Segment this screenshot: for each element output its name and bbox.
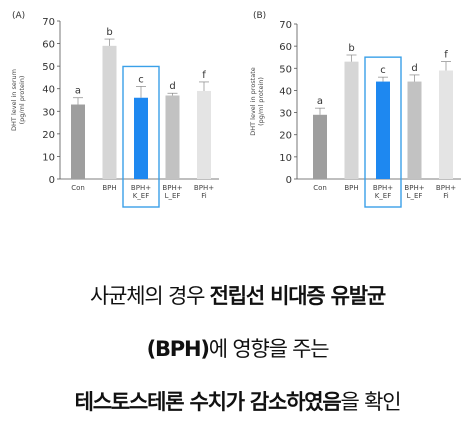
caption-line-2-bold: (BPH) bbox=[146, 337, 210, 361]
x-tick-label: BPH+ bbox=[194, 184, 214, 192]
x-tick-label: Fi bbox=[201, 192, 207, 200]
x-tick-label: Con bbox=[313, 184, 327, 192]
bar bbox=[102, 45, 117, 180]
caption-line-2-normal: 에 영향을 주는 bbox=[208, 337, 330, 361]
y-tick-label: 60 bbox=[279, 42, 292, 53]
x-tick-label: L_EF bbox=[407, 192, 423, 200]
y-tick-label: 30 bbox=[42, 107, 55, 118]
y-tick-label: 70 bbox=[279, 20, 292, 31]
caption-line-1-normal: 사균체의 경우 bbox=[90, 284, 210, 308]
caption-line-1: 사균체의 경우 전립선 비대증 유발균 bbox=[0, 280, 475, 310]
y-tick-label: 10 bbox=[42, 152, 55, 163]
x-tick-label: K_EF bbox=[375, 192, 392, 200]
chart-panel-a: (A) DHT level in serum (pg/ml protein) 0 10 2… bbox=[10, 11, 219, 208]
bar bbox=[376, 81, 390, 179]
significance-letter: b bbox=[106, 27, 112, 38]
significance-letter: a bbox=[75, 86, 81, 97]
bar bbox=[134, 97, 148, 179]
caption-line-1-bold: 전립선 비대증 유발균 bbox=[209, 284, 387, 308]
significance-letter: a bbox=[317, 96, 323, 107]
y-tick-label: 20 bbox=[279, 131, 292, 142]
caption-line-3: 테스토스테론 수치가 감소하였음을 확인 bbox=[0, 386, 475, 416]
significance-letter: c bbox=[138, 74, 144, 85]
y-axis-title-line-2: (pg/ml protein) bbox=[257, 77, 265, 126]
bar bbox=[439, 70, 453, 179]
y-tick-label: 70 bbox=[42, 17, 55, 28]
x-tick-label: K_EF bbox=[133, 192, 150, 200]
x-tick-label: BPH+ bbox=[373, 184, 393, 192]
significance-letter: d bbox=[411, 63, 417, 74]
y-tick-label: 20 bbox=[42, 130, 55, 141]
bar bbox=[165, 95, 180, 179]
y-tick-label: 30 bbox=[279, 109, 292, 120]
chart-panel-b: (B) DHT level in prostate (pg/ml protein) 0… bbox=[249, 11, 461, 208]
y-tick-label: 50 bbox=[279, 64, 292, 75]
caption-line-2: (BPH)에 영향을 주는 bbox=[0, 333, 475, 363]
bar bbox=[197, 90, 211, 179]
y-tick-label: 60 bbox=[42, 40, 55, 51]
x-tick-label: BPH+ bbox=[131, 184, 151, 192]
highlight-box bbox=[122, 65, 160, 208]
y-tick-label: 50 bbox=[42, 62, 55, 73]
y-tick-label: 40 bbox=[279, 86, 292, 97]
y-tick-label: 40 bbox=[42, 85, 55, 96]
highlight-box bbox=[364, 56, 402, 208]
y-tick-label: 0 bbox=[49, 175, 55, 186]
x-tick-label: BPH+ bbox=[404, 184, 424, 192]
x-tick-label: BPH+ bbox=[436, 184, 456, 192]
y-axis-title-line-1: DHT level in serum bbox=[10, 69, 18, 131]
x-tick-label: BPH bbox=[344, 184, 358, 192]
panel-label: (A) bbox=[12, 11, 25, 21]
y-tick-label: 10 bbox=[279, 153, 292, 164]
x-tick-label: Con bbox=[71, 184, 85, 192]
significance-letter: f bbox=[444, 50, 448, 61]
bar bbox=[71, 104, 85, 179]
caption-line-3-bold: 테스토스테론 수치가 감소하였음 bbox=[74, 390, 342, 414]
significance-letter: c bbox=[380, 65, 386, 76]
x-tick-label: L_EF bbox=[165, 192, 181, 200]
bar bbox=[344, 61, 359, 180]
significance-letter: f bbox=[202, 70, 206, 81]
significance-letter: d bbox=[169, 81, 175, 92]
significance-letter: b bbox=[348, 43, 354, 54]
caption-line-3-normal: 을 확인 bbox=[340, 390, 402, 414]
x-tick-label: BPH+ bbox=[162, 184, 182, 192]
y-axis-title-line-2: (pg/ml protein) bbox=[18, 76, 26, 125]
bar bbox=[407, 81, 422, 179]
x-tick-label: BPH bbox=[102, 184, 116, 192]
y-tick-label: 0 bbox=[286, 175, 292, 186]
dht-bar-charts: (A)DHT level in serum (pg/ml protein)0102… bbox=[10, 11, 461, 208]
panel-label: (B) bbox=[253, 11, 266, 21]
x-tick-label: Fi bbox=[443, 192, 449, 200]
y-axis-title-line-1: DHT level in prostate bbox=[249, 67, 257, 136]
bar bbox=[313, 114, 327, 179]
